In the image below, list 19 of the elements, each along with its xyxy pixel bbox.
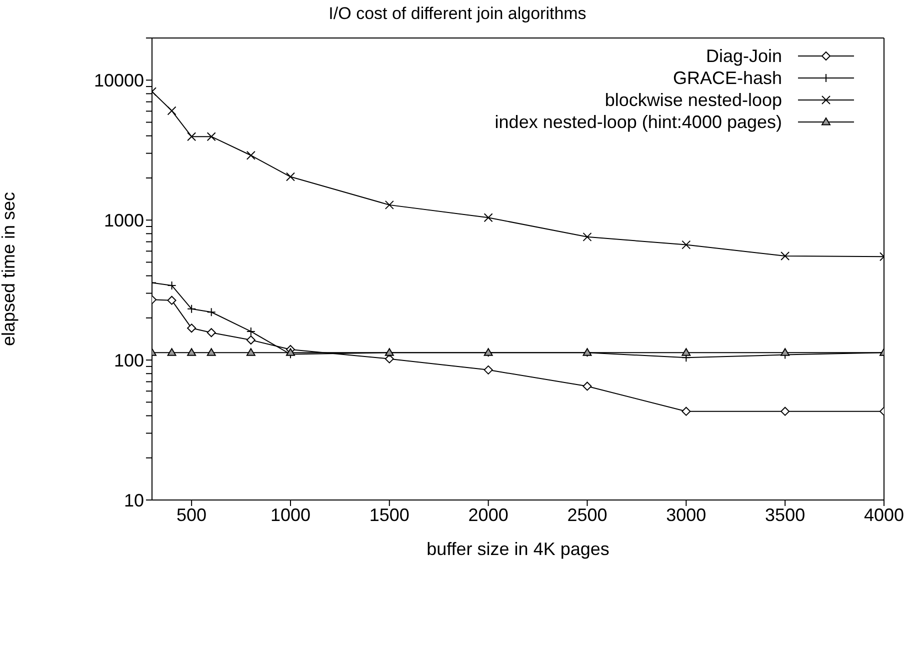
y-tick-label: 1000: [104, 210, 144, 230]
y-tick-label: 10: [124, 490, 144, 510]
y-tick-label: 100: [114, 350, 144, 370]
x-tick-label: 4000: [864, 504, 904, 525]
x-tick-label: 500: [176, 504, 207, 525]
x-axis-title: buffer size in 4K pages: [426, 539, 610, 559]
x-tick-label: 3500: [765, 504, 806, 525]
legend-label: GRACE-hash: [672, 68, 782, 88]
y-tick-label: 10000: [94, 70, 144, 91]
x-tick-label: 2000: [468, 504, 508, 525]
y-axis-title: elapsed time in sec: [0, 192, 18, 346]
legend-label: Diag-Join: [706, 46, 782, 66]
x-tick-label: 2500: [567, 504, 608, 525]
x-tick-label: 1000: [270, 504, 311, 525]
legend-label: blockwise nested-loop: [604, 90, 782, 110]
chart-title: I/O cost of different join algorithms: [328, 4, 588, 24]
x-tick-label: 3000: [666, 504, 706, 525]
legend-label: index nested-loop (hint:4000 pages): [494, 112, 782, 132]
x-tick-label: 1500: [369, 504, 410, 525]
